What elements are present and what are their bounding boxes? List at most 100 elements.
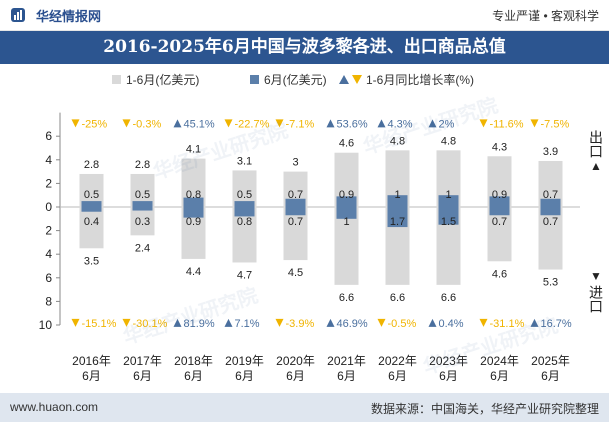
- growth-up-triangle-icon: [326, 318, 335, 327]
- cumulative-import-value-label: 3.5: [84, 255, 99, 267]
- x-axis-category-label: 6月: [133, 369, 152, 383]
- import-side-label: ▼ 进口: [587, 268, 605, 313]
- x-axis-category-label: 6月: [184, 369, 203, 383]
- month-import-bar: [132, 207, 153, 211]
- month-export-bar: [81, 201, 102, 207]
- cumulative-export-value-label: 3.9: [543, 146, 558, 158]
- growth-down-triangle-icon: [122, 318, 131, 327]
- cumulative-import-value-label: 6.6: [441, 292, 456, 304]
- x-axis-category-label: 2024年: [480, 354, 519, 368]
- slogan: 专业严谨 • 客观科学: [492, 9, 599, 23]
- month-import-value-label: 0.4: [84, 216, 99, 228]
- import-growth-label: 16.7%: [541, 318, 572, 330]
- month-import-bar: [489, 207, 510, 216]
- x-axis-category-label: 2025年: [531, 354, 570, 368]
- y-axis-tick-label: 0: [45, 200, 52, 214]
- export-growth-label: -0.3%: [133, 118, 162, 130]
- month-import-value-label: 1.5: [441, 216, 456, 228]
- import-label-text: 进口: [588, 285, 604, 313]
- month-export-bar: [489, 196, 510, 207]
- month-import-value-label: 0.7: [492, 216, 507, 228]
- legend-swatch-cumulative: [112, 75, 121, 84]
- import-growth-label: -30.1%: [133, 318, 168, 330]
- y-axis-tick-label: 2: [45, 224, 52, 238]
- month-import-value-label: 0.9: [186, 216, 201, 228]
- y-axis-tick-label: 10: [39, 318, 53, 332]
- growth-up-triangle-icon: [428, 318, 437, 327]
- growth-up-triangle-icon: [377, 119, 386, 128]
- month-export-value-label: 0.5: [237, 189, 252, 201]
- export-growth-label: -7.5%: [541, 118, 570, 130]
- month-export-value-label: 0.8: [186, 189, 201, 201]
- export-growth-label: 45.1%: [184, 118, 215, 130]
- month-import-value-label: 0.7: [288, 216, 303, 228]
- cumulative-export-value-label: 4.8: [390, 135, 405, 147]
- month-import-bar: [183, 207, 204, 218]
- import-growth-label: -15.1%: [82, 318, 117, 330]
- cumulative-import-value-label: 6.6: [339, 292, 354, 304]
- x-axis-category-label: 6月: [490, 369, 509, 383]
- growth-down-triangle-icon: [71, 318, 80, 327]
- y-axis-tick-label: 6: [45, 271, 52, 285]
- import-growth-label: 7.1%: [235, 318, 260, 330]
- month-import-value-label: 1: [343, 216, 349, 228]
- month-import-value-label: 0.3: [135, 216, 150, 228]
- growth-up-triangle-icon: [326, 119, 335, 128]
- brand-name: 华经情报网: [36, 9, 102, 24]
- cumulative-import-bar: [334, 207, 359, 285]
- cumulative-export-value-label: 4.8: [441, 135, 456, 147]
- legend-triangle-up-icon: [339, 75, 349, 84]
- x-axis-category-label: 6月: [541, 369, 560, 383]
- growth-down-triangle-icon: [377, 318, 386, 327]
- cumulative-export-value-label: 3: [292, 157, 298, 169]
- month-import-value-label: 0.8: [237, 216, 252, 228]
- export-label-text: 出口: [588, 130, 604, 158]
- y-axis-tick-label: 4: [45, 153, 52, 167]
- month-import-value-label: 0.7: [543, 216, 558, 228]
- export-growth-label: -25%: [82, 118, 108, 130]
- cumulative-import-bar: [283, 207, 308, 261]
- x-axis-category-label: 6月: [286, 369, 305, 383]
- month-export-value-label: 1: [394, 189, 400, 201]
- month-import-bar: [336, 207, 357, 219]
- x-axis-category-label: 2022年: [378, 354, 417, 368]
- x-axis-category-label: 6月: [82, 369, 101, 383]
- growth-down-triangle-icon: [71, 119, 80, 128]
- legend-label-month: 6月(亿美元): [264, 72, 327, 87]
- footer: www.huaon.com 数据来源：中国海关，华经产业研究院整理: [0, 393, 609, 422]
- month-export-bar: [336, 196, 357, 207]
- website-link[interactable]: www.huaon.com: [10, 400, 99, 414]
- cumulative-import-value-label: 4.5: [288, 267, 303, 279]
- import-growth-label: -0.5%: [388, 318, 417, 330]
- month-export-value-label: 0.5: [135, 189, 150, 201]
- y-axis-tick-label: 8: [45, 294, 52, 308]
- cumulative-import-value-label: 2.4: [135, 242, 150, 254]
- month-import-bar: [81, 207, 102, 212]
- growth-up-triangle-icon: [224, 318, 233, 327]
- export-growth-label: -7.1%: [286, 118, 315, 130]
- month-import-bar: [387, 207, 408, 228]
- export-growth-label: -11.6%: [490, 118, 524, 130]
- data-source: 数据来源：中国海关，华经产业研究院整理: [370, 402, 599, 416]
- top-bar: 华经情报网 专业严谨 • 客观科学: [0, 0, 609, 31]
- legend-label-growth: 1-6月同比增长率(%): [366, 72, 474, 87]
- growth-down-triangle-icon: [275, 119, 284, 128]
- export-growth-label: 53.6%: [337, 118, 368, 130]
- x-axis-category-label: 6月: [439, 369, 458, 383]
- x-axis-category-label: 6月: [337, 369, 356, 383]
- cumulative-import-value-label: 4.6: [492, 268, 507, 280]
- legend-label-cumulative: 1-6月(亿美元): [126, 72, 199, 87]
- month-export-value-label: 1: [445, 189, 451, 201]
- cumulative-export-value-label: 4.1: [186, 144, 201, 156]
- month-import-bar: [234, 207, 255, 217]
- growth-down-triangle-icon: [479, 318, 488, 327]
- x-axis-category-label: 2021年: [327, 354, 366, 368]
- month-export-bar: [438, 195, 459, 207]
- month-export-bar: [234, 201, 255, 207]
- month-export-bar: [387, 195, 408, 207]
- growth-down-triangle-icon: [530, 119, 539, 128]
- month-export-bar: [183, 197, 204, 207]
- month-import-bar: [438, 207, 459, 225]
- growth-up-triangle-icon: [173, 119, 182, 128]
- x-axis-category-label: 2016年: [72, 354, 111, 368]
